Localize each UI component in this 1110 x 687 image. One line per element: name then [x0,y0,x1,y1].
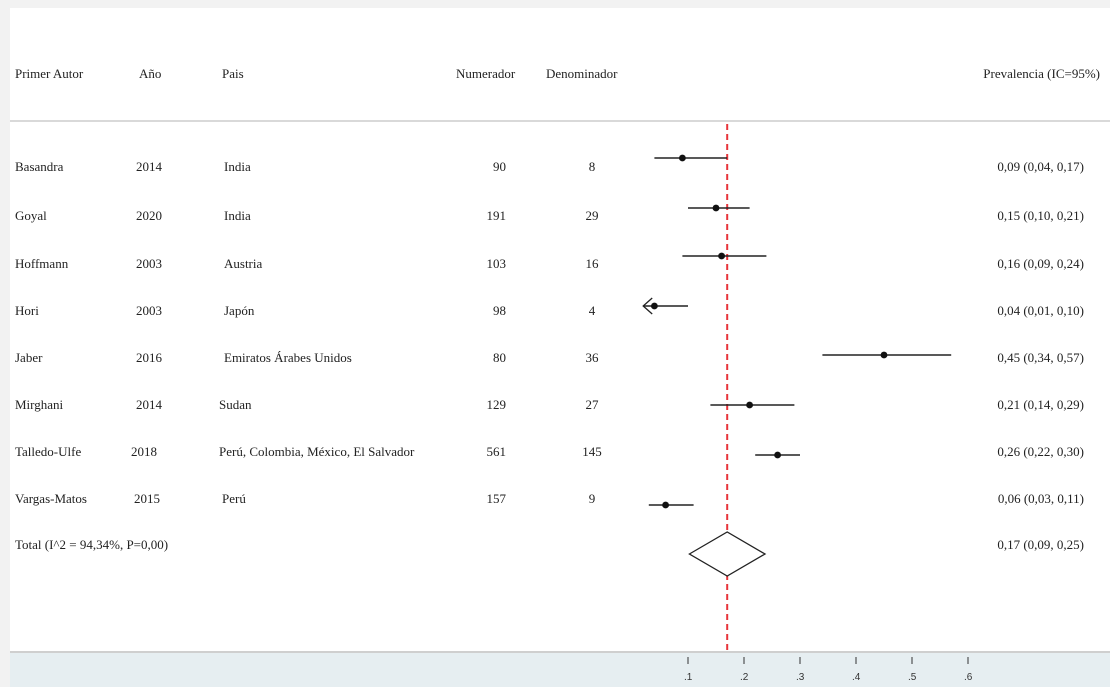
point-estimate [679,154,686,162]
total-prevalence: 0,17 (0,09, 0,25) [997,537,1084,552]
study-year: 2020 [136,208,162,223]
study-prevalence: 0,04 (0,01, 0,10) [997,303,1084,318]
header-numerator: Numerador [456,66,516,81]
x-tick-label: .2 [740,672,749,683]
point-estimate [651,302,658,310]
study-numerator: 80 [493,350,506,365]
study-denominator: 36 [585,350,599,365]
study-denominator: 29 [585,208,599,223]
study-author: Basandra [15,159,64,174]
study-prevalence: 0,09 (0,04, 0,17) [997,159,1084,174]
x-tick-label: .3 [796,672,805,683]
study-year: 2014 [136,397,162,412]
study-country: Emiratos Árabes Unidos [224,350,352,365]
study-prevalence: 0,16 (0,09, 0,24) [997,256,1084,271]
ci-arrow [642,297,653,315]
study-prevalence: 0,45 (0,34, 0,57) [997,350,1084,365]
study-numerator: 103 [486,256,507,271]
header-year: Año [139,66,162,81]
study-numerator: 191 [486,208,507,223]
study-year: 2014 [136,159,162,174]
point-estimate [774,451,781,459]
study-country: Perú, Colombia, México, El Salvador [219,444,415,459]
study-prevalence: 0,21 (0,14, 0,29) [997,397,1084,412]
study-denominator: 4 [588,303,596,318]
study-year: 2015 [134,491,160,506]
point-estimate [718,252,725,260]
x-axis-band [10,653,1110,687]
study-numerator: 561 [486,444,507,459]
x-tick-label: .6 [964,672,973,683]
study-author: Hori [15,303,39,318]
study-denominator: 9 [588,491,596,506]
study-year: 2003 [136,303,162,318]
study-country: Austria [224,256,263,271]
study-year: 2016 [136,350,162,365]
study-prevalence: 0,15 (0,10, 0,21) [997,208,1084,223]
total-label: Total (I^2 = 94,34%, P=0,00) [15,537,169,552]
study-denominator: 8 [588,159,596,174]
study-country: Japón [224,303,255,318]
header-separator [10,120,1110,122]
study-author: Jaber [15,350,43,365]
study-year: 2003 [136,256,162,271]
header-prevalence: Prevalencia (IC=95%) [983,66,1100,81]
header-country: Pais [222,66,244,81]
study-numerator: 98 [493,303,506,318]
study-numerator: 157 [486,491,507,506]
pooled-diamond [688,531,767,577]
point-estimate [712,204,720,212]
study-country: Perú [222,491,246,506]
x-tick-label: .1 [684,672,693,683]
axis-separator [10,651,1110,653]
header-author: Primer Autor [15,66,84,81]
x-tick-label: .4 [852,672,861,683]
study-country: Sudan [219,397,252,412]
point-estimate [880,351,888,359]
study-denominator: 27 [585,397,599,412]
study-numerator: 90 [493,159,506,174]
study-author: Hoffmann [15,256,69,271]
study-prevalence: 0,26 (0,22, 0,30) [997,444,1084,459]
forest-plot-panel [10,8,1110,653]
point-estimate [662,501,669,509]
point-estimate [746,401,753,409]
study-numerator: 129 [486,397,507,412]
study-year: 2018 [131,444,157,459]
study-denominator: 16 [585,256,599,271]
study-author: Vargas-Matos [15,491,87,506]
study-author: Goyal [15,208,47,223]
study-denominator: 145 [582,444,602,459]
header-denominator: Denominador [546,66,618,81]
study-author: Talledo-Ulfe [15,444,82,459]
study-prevalence: 0,06 (0,03, 0,11) [997,491,1084,506]
x-tick-label: .5 [908,672,917,683]
study-country: India [224,159,251,174]
study-author: Mirghani [15,397,64,412]
study-country: India [224,208,251,223]
